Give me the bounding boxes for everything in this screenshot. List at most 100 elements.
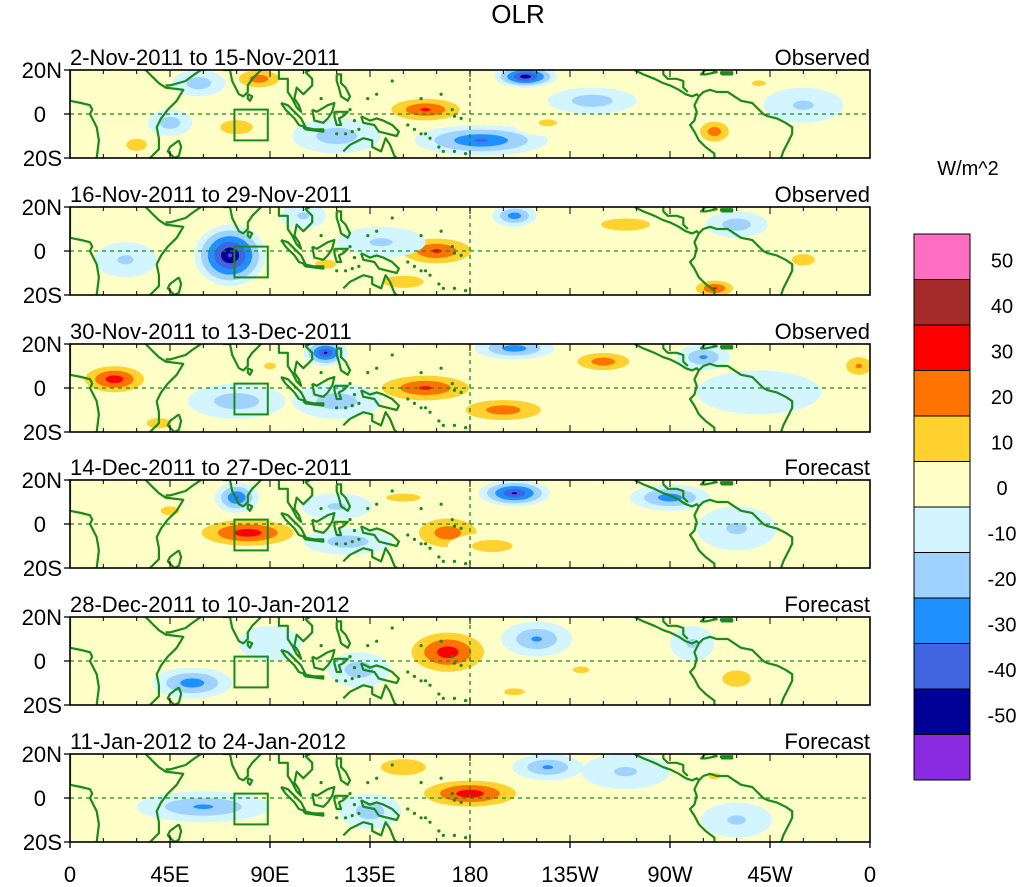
coastline — [70, 754, 100, 842]
island — [428, 683, 432, 687]
island — [375, 92, 379, 96]
coastline — [633, 344, 700, 372]
y-tick-label: 20N — [22, 468, 62, 493]
island — [450, 382, 454, 386]
island — [375, 502, 379, 506]
island — [450, 108, 454, 112]
panel-date-range: 30-Nov-2011 to 13-Dec-2011 — [70, 319, 352, 344]
island — [366, 644, 370, 648]
x-tick-label: 90E — [250, 862, 289, 887]
island — [428, 136, 432, 140]
anomaly-field-1 — [70, 70, 870, 158]
coastline — [335, 347, 352, 376]
coastline — [688, 232, 716, 295]
coastline — [70, 344, 100, 432]
island — [335, 132, 339, 136]
anomaly-contour — [486, 405, 521, 415]
anomaly-contour — [471, 539, 513, 553]
island — [348, 655, 352, 659]
coastline — [720, 618, 734, 623]
island — [463, 699, 468, 703]
panel-3: 20N 0 20S 30-Nov-2011 to 13-Dec-2011 Observe… — [22, 319, 871, 445]
y-tick-label: 20S — [23, 146, 62, 171]
coastline — [223, 480, 262, 508]
island — [357, 401, 361, 405]
anomaly-contour — [126, 138, 147, 151]
coastline — [342, 684, 398, 705]
y-tick-label: 20S — [23, 556, 62, 581]
island — [357, 811, 361, 816]
coastline — [360, 662, 400, 685]
y-tick-label: 0 — [34, 376, 46, 401]
panel-status: Forecast — [784, 455, 870, 480]
island — [366, 507, 370, 511]
anomaly-contour — [316, 127, 358, 145]
island — [343, 542, 348, 546]
coastline — [70, 70, 100, 158]
anomaly-contour — [382, 275, 424, 288]
island — [423, 132, 428, 136]
island — [348, 108, 352, 112]
coastline — [688, 642, 716, 705]
island — [375, 639, 379, 643]
anomaly-contour — [511, 492, 518, 495]
x-tick-label: 180 — [452, 862, 489, 887]
chart-title: OLR — [491, 0, 544, 29]
island — [439, 776, 443, 780]
island — [366, 781, 370, 785]
island — [452, 833, 457, 838]
anomaly-field-4 — [70, 480, 870, 568]
island — [463, 426, 468, 430]
anomaly-contour — [707, 127, 722, 137]
island — [452, 696, 457, 701]
island — [428, 820, 432, 824]
island — [428, 273, 432, 277]
coastline — [342, 547, 398, 568]
coastline — [662, 207, 689, 230]
coastline — [302, 536, 325, 543]
anomaly-contour — [105, 375, 124, 384]
colorbar-swatch — [913, 688, 971, 735]
anomaly-contour — [117, 255, 134, 265]
anomaly-contour — [264, 362, 276, 370]
island — [439, 502, 443, 506]
island — [352, 393, 357, 397]
panel-status: Observed — [775, 45, 870, 70]
coastline — [277, 617, 314, 660]
coastline — [302, 673, 325, 680]
island — [419, 542, 423, 546]
anomaly-contour — [520, 74, 532, 79]
anomaly-contour — [542, 765, 554, 770]
coastline — [335, 210, 352, 239]
anomaly-contour — [502, 345, 527, 352]
island — [452, 524, 457, 528]
island — [343, 816, 348, 820]
colorbar-swatch — [913, 324, 971, 371]
colorbar-swatch — [913, 415, 971, 462]
island — [419, 371, 423, 375]
colorbar-swatch — [913, 734, 971, 781]
coastline — [688, 779, 716, 842]
island — [419, 781, 423, 785]
x-tick-label: 90W — [647, 862, 692, 887]
index-box — [233, 382, 269, 416]
colorbar-label: -10 — [988, 524, 1017, 546]
island — [452, 559, 457, 564]
y-tick-label: 20N — [22, 742, 62, 767]
island — [452, 149, 457, 153]
coastline — [360, 389, 400, 412]
island — [441, 149, 445, 153]
coastline — [720, 755, 734, 760]
island — [412, 264, 417, 268]
island — [406, 397, 410, 401]
panel-date-range: 16-Nov-2011 to 29-Nov-2011 — [70, 182, 352, 207]
coastline — [311, 785, 336, 808]
y-tick-label: 20S — [23, 420, 62, 445]
island — [375, 229, 379, 233]
coastline — [335, 620, 352, 649]
island — [406, 533, 410, 537]
island — [350, 814, 354, 818]
island — [459, 663, 463, 668]
panel-5: 20N 0 20S 28-Dec-2011 to 10-Jan-2012 Forecas… — [22, 592, 871, 718]
coastline — [360, 799, 400, 822]
